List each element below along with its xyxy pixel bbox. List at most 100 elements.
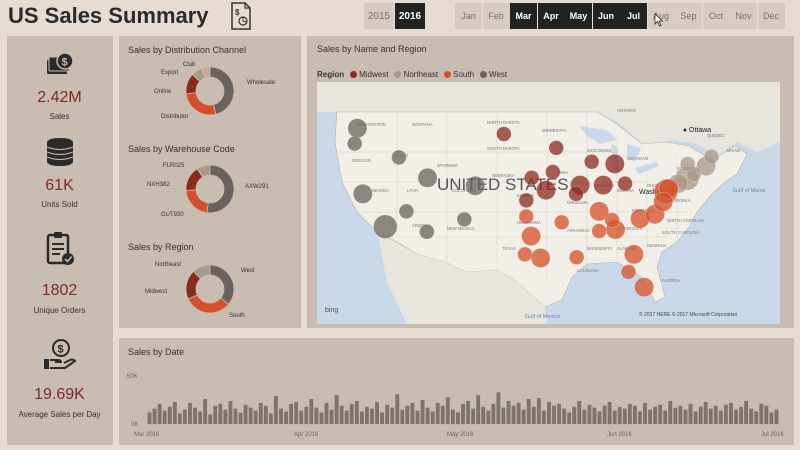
date-bar[interactable] xyxy=(769,412,774,424)
map-bubble-south[interactable] xyxy=(517,246,533,263)
date-bar[interactable] xyxy=(258,402,263,424)
date-bar[interactable] xyxy=(274,396,278,424)
month-button-oct[interactable]: Oct xyxy=(702,3,730,29)
date-bar[interactable] xyxy=(390,407,395,424)
date-bar[interactable] xyxy=(511,405,516,424)
date-bar[interactable] xyxy=(334,395,339,424)
month-button-dec[interactable]: Dec xyxy=(757,3,785,29)
date-bar[interactable] xyxy=(471,408,476,424)
map-bubble-south[interactable] xyxy=(634,277,654,298)
date-bar[interactable] xyxy=(729,402,733,424)
date-bar[interactable] xyxy=(284,411,288,424)
date-bar[interactable] xyxy=(380,412,385,424)
date-bar[interactable] xyxy=(466,400,470,424)
date-bar[interactable] xyxy=(486,410,491,424)
month-button-jan[interactable]: Jan xyxy=(455,3,482,29)
date-bar[interactable] xyxy=(177,413,182,424)
map-bubble-west[interactable] xyxy=(347,135,363,152)
year-button-2015[interactable]: 2015 xyxy=(364,3,394,29)
donut-slice-wholesale[interactable] xyxy=(209,66,235,115)
date-bar[interactable] xyxy=(253,410,258,424)
map-bubble-south[interactable] xyxy=(530,248,551,268)
month-button-jun[interactable]: Jun xyxy=(592,3,620,29)
date-bar[interactable] xyxy=(339,405,344,424)
map-bubble-south[interactable] xyxy=(604,212,620,228)
map-bubble-northeast[interactable] xyxy=(703,148,720,165)
date-bar[interactable] xyxy=(228,400,233,424)
map-bubble-midwest[interactable] xyxy=(536,180,556,201)
date-bar[interactable] xyxy=(233,408,238,424)
map-bubble-south[interactable] xyxy=(521,226,541,246)
map-bubble-south[interactable] xyxy=(554,214,570,230)
donut-slice-axw291[interactable] xyxy=(206,164,235,214)
date-bar[interactable] xyxy=(491,403,496,424)
month-button-mar[interactable]: Mar xyxy=(510,3,537,29)
date-bar[interactable] xyxy=(678,405,683,424)
map-bubble-west[interactable] xyxy=(352,183,373,204)
date-bar[interactable] xyxy=(754,411,759,424)
date-bar[interactable] xyxy=(329,409,334,424)
map-bubble-midwest[interactable] xyxy=(617,175,633,192)
map-bubble-west[interactable] xyxy=(398,203,415,219)
donut-slice-west[interactable] xyxy=(209,264,235,305)
date-bar[interactable] xyxy=(289,403,294,424)
map-bubble-south[interactable] xyxy=(569,249,585,265)
date-bar[interactable] xyxy=(319,412,324,424)
date-bar[interactable] xyxy=(744,400,749,424)
date-bar[interactable] xyxy=(577,400,582,424)
date-bar[interactable] xyxy=(663,410,668,424)
date-bar[interactable] xyxy=(582,409,587,424)
date-bar[interactable] xyxy=(698,406,703,424)
date-bar[interactable] xyxy=(359,411,364,424)
date-bar[interactable] xyxy=(557,403,561,424)
date-bar[interactable] xyxy=(516,402,521,424)
date-bar[interactable] xyxy=(435,402,440,424)
date-bar[interactable] xyxy=(673,407,678,424)
date-bar[interactable] xyxy=(324,402,329,424)
map-bubble-midwest[interactable] xyxy=(545,164,561,180)
map-bubble-midwest[interactable] xyxy=(593,175,614,195)
month-button-sep[interactable]: Sep xyxy=(675,3,702,29)
map-bubble-midwest[interactable] xyxy=(524,170,540,186)
date-bar[interactable] xyxy=(365,406,369,424)
date-bar[interactable] xyxy=(167,406,172,424)
date-bar[interactable] xyxy=(445,397,450,424)
date-bar[interactable] xyxy=(430,411,435,424)
date-bar[interactable] xyxy=(309,399,314,424)
map-bubble-midwest[interactable] xyxy=(604,154,625,174)
date-bar[interactable] xyxy=(708,408,713,424)
date-bar[interactable] xyxy=(764,405,769,424)
date-bar[interactable] xyxy=(521,409,526,424)
year-button-2016[interactable]: 2016 xyxy=(395,3,425,29)
month-button-jul[interactable]: Jul xyxy=(620,3,647,29)
date-bar[interactable] xyxy=(713,405,718,424)
date-bar[interactable] xyxy=(693,411,698,424)
date-bar[interactable] xyxy=(592,407,597,424)
date-bar[interactable] xyxy=(658,404,663,424)
date-bar[interactable] xyxy=(638,411,642,424)
date-bar[interactable] xyxy=(188,402,192,424)
date-bar[interactable] xyxy=(476,395,481,424)
map-bubble-west[interactable] xyxy=(417,167,438,188)
date-bar[interactable] xyxy=(567,412,572,424)
date-bar[interactable] xyxy=(456,412,460,424)
donut-slice-export[interactable] xyxy=(191,68,206,82)
date-bar[interactable] xyxy=(279,408,283,424)
date-bar[interactable] xyxy=(759,403,764,424)
donut-slice-online[interactable] xyxy=(185,74,201,95)
date-bar[interactable] xyxy=(385,404,390,424)
donut-slice-midwest[interactable] xyxy=(185,270,201,300)
date-bar[interactable] xyxy=(450,409,455,424)
date-bar[interactable] xyxy=(344,410,349,424)
date-bar[interactable] xyxy=(203,399,208,424)
date-bar[interactable] xyxy=(547,401,551,424)
date-bar[interactable] xyxy=(643,402,647,424)
date-bar[interactable] xyxy=(723,404,728,424)
date-bar[interactable] xyxy=(587,404,592,424)
map-bubble-midwest[interactable] xyxy=(548,140,564,156)
date-bar[interactable] xyxy=(703,401,708,424)
date-bar[interactable] xyxy=(263,405,268,424)
map-bubble-west[interactable] xyxy=(347,118,368,139)
map-bubble-south[interactable] xyxy=(653,192,674,212)
month-button-may[interactable]: May xyxy=(565,3,592,29)
